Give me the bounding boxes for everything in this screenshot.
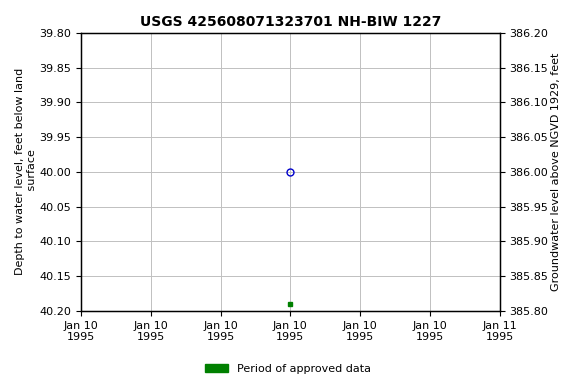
Legend: Period of approved data: Period of approved data	[201, 359, 375, 379]
Title: USGS 425608071323701 NH-BIW 1227: USGS 425608071323701 NH-BIW 1227	[139, 15, 441, 29]
Y-axis label: Depth to water level, feet below land
 surface: Depth to water level, feet below land su…	[15, 68, 37, 275]
Y-axis label: Groundwater level above NGVD 1929, feet: Groundwater level above NGVD 1929, feet	[551, 53, 561, 291]
